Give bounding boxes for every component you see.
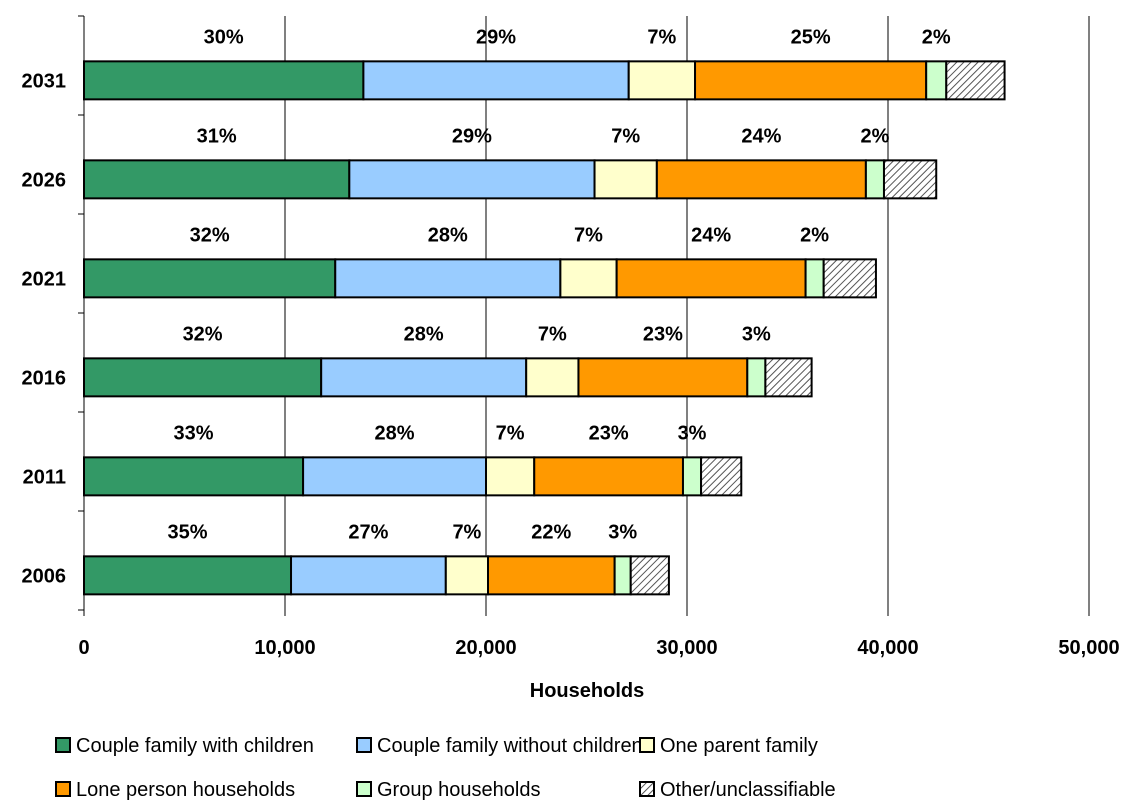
bar-segment	[83, 357, 323, 398]
bar-segment	[533, 456, 684, 497]
x-tick-label: 40,000	[857, 637, 918, 659]
data-label: 28%	[375, 422, 415, 444]
data-label: 7%	[538, 323, 567, 345]
y-category-label: 2026	[22, 169, 67, 191]
data-label: 35%	[167, 521, 207, 543]
data-label: 24%	[741, 125, 781, 147]
bar-segment	[945, 60, 1006, 101]
y-category-label: 2006	[22, 565, 67, 587]
data-label: 7%	[647, 26, 676, 48]
legend-label: Lone person households	[76, 779, 295, 801]
data-label: 25%	[791, 26, 831, 48]
bar-segment	[577, 357, 749, 398]
bar-segment	[362, 60, 630, 101]
x-tick-label: 30,000	[656, 637, 717, 659]
bar-segment	[700, 456, 743, 497]
gridlines	[284, 16, 1090, 610]
data-label: 28%	[404, 323, 444, 345]
data-label: 7%	[611, 125, 640, 147]
bar-segment	[302, 456, 487, 497]
bar-segment	[613, 555, 632, 596]
x-axis-title: Households	[530, 680, 644, 702]
data-label: 24%	[691, 224, 731, 246]
data-label: 32%	[183, 323, 223, 345]
x-tick-label: 20,000	[455, 637, 516, 659]
legend-label: Couple family with children	[76, 735, 314, 757]
bar-segment	[320, 357, 528, 398]
data-label: 7%	[496, 422, 525, 444]
bar-segment	[83, 159, 351, 200]
data-label: 23%	[643, 323, 683, 345]
bar-segment	[822, 258, 877, 299]
x-tick-label: 50,000	[1058, 637, 1119, 659]
axes: 0 10,000 20,000 30,000 40,000 50,000 2031 2026 2…	[22, 15, 1120, 659]
bar-segment	[882, 159, 938, 200]
bar-segment	[290, 555, 447, 596]
bar-segment	[348, 159, 596, 200]
bar-segment	[593, 159, 658, 200]
bar-segment	[864, 159, 885, 200]
legend-label: One parent family	[660, 735, 818, 757]
bar-segment	[83, 456, 305, 497]
bar-segment	[615, 258, 807, 299]
bar-segment	[444, 555, 490, 596]
data-label: 3%	[678, 422, 707, 444]
legend-label: Group households	[377, 779, 540, 801]
legend-swatch	[55, 737, 71, 753]
legend: Couple family with children Couple family…	[55, 735, 836, 801]
bar-segment	[804, 258, 825, 299]
data-label: 32%	[190, 224, 230, 246]
bar-segment	[925, 60, 948, 101]
bar-segment	[559, 258, 618, 299]
y-category-label: 2016	[22, 367, 67, 389]
bar-segment	[83, 258, 337, 299]
data-label: 23%	[589, 422, 629, 444]
bar-segment	[485, 456, 536, 497]
data-label: 27%	[348, 521, 388, 543]
data-label: 2%	[800, 224, 829, 246]
y-category-label: 2011	[23, 466, 66, 488]
data-label: 7%	[574, 224, 603, 246]
data-labels: 30% 29% 7% 25% 2% 31% 29% 7% 24% 2% 32% 28% 7% 24% 2% 3…	[167, 26, 950, 543]
data-label: 31%	[197, 125, 237, 147]
bar-segment	[627, 60, 697, 101]
bar-segment	[746, 357, 767, 398]
x-tick-label: 10,000	[254, 637, 315, 659]
bar-segment	[83, 555, 293, 596]
data-label: 2%	[860, 125, 889, 147]
data-label: 29%	[452, 125, 492, 147]
y-category-label: 2031	[22, 70, 67, 92]
data-label: 33%	[174, 422, 214, 444]
x-tick-label: 0	[78, 637, 89, 659]
data-label: 22%	[531, 521, 571, 543]
legend-label: Couple family without children	[377, 735, 643, 757]
data-label: 2%	[922, 26, 951, 48]
y-category-label: 2021	[22, 268, 67, 290]
bar-segment	[681, 456, 703, 497]
data-label: 30%	[204, 26, 244, 48]
legend-swatch	[55, 781, 71, 797]
data-label: 7%	[452, 521, 481, 543]
data-label: 29%	[476, 26, 516, 48]
bar-segment	[629, 555, 670, 596]
data-label: 3%	[742, 323, 771, 345]
bar-segment	[83, 60, 365, 101]
legend-swatch	[356, 737, 372, 753]
legend-swatch	[639, 737, 655, 753]
legend-label: Other/unclassifiable	[660, 779, 836, 801]
bar-segment	[694, 60, 928, 101]
data-label: 3%	[608, 521, 637, 543]
legend-swatch	[356, 781, 372, 797]
data-label: 28%	[428, 224, 468, 246]
bar-segment	[525, 357, 580, 398]
legend-swatch	[639, 781, 655, 797]
bar-segment	[655, 159, 867, 200]
bars	[83, 60, 1006, 596]
bar-segment	[764, 357, 813, 398]
bar-segment	[334, 258, 562, 299]
bar-segment	[487, 555, 616, 596]
